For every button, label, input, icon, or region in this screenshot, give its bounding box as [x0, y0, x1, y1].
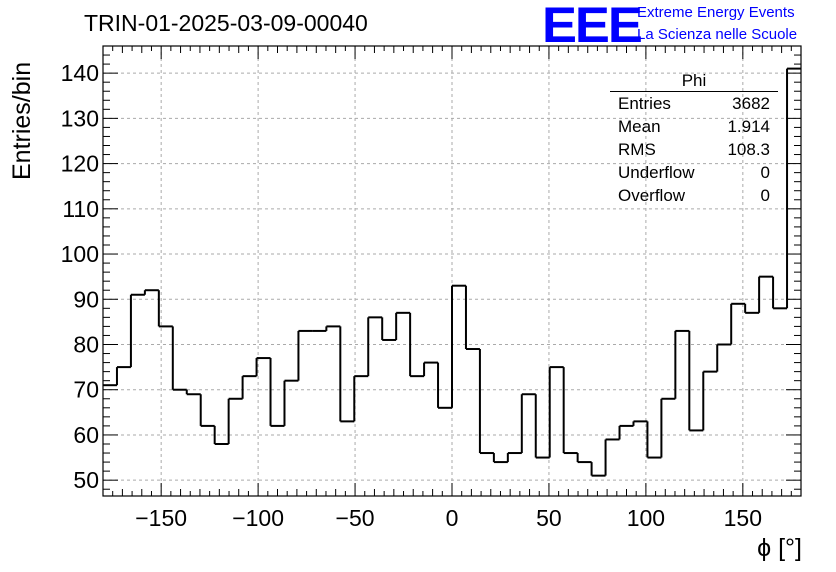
logo-line-2: La Scienza nelle Scuole	[637, 26, 798, 43]
y-tick-label: 140	[61, 60, 99, 86]
stats-value: 0	[760, 186, 770, 205]
eee-logo: EEE	[542, 0, 643, 53]
y-tick-label: 70	[73, 377, 99, 403]
histogram-series	[103, 67, 801, 477]
stats-value: 108.3	[727, 140, 770, 159]
y-tick-label: 120	[61, 151, 99, 177]
x-tick-label: 100	[627, 505, 665, 531]
y-tick-label: 50	[73, 467, 99, 493]
y-axis-label: Entries/bin	[8, 61, 36, 180]
stats-row-mean: Mean 1.914	[610, 115, 778, 138]
x-tick-label: 150	[724, 505, 762, 531]
stats-title: Phi	[610, 70, 778, 92]
y-tick-label: 110	[62, 196, 99, 222]
x-tick-label: 0	[446, 505, 459, 531]
x-tick-label: −150	[135, 505, 187, 531]
stats-row-entries: Entries 3682	[610, 92, 778, 115]
x-tick-label: −100	[232, 505, 284, 531]
logo-line-1: Extreme Energy Events	[637, 4, 795, 21]
stats-row-overflow: Overflow 0	[610, 184, 778, 207]
plot-title: TRIN-01-2025-03-09-00040	[84, 10, 368, 36]
stats-label: Entries	[618, 94, 671, 113]
y-tick-label: 60	[73, 422, 99, 448]
stats-label: Overflow	[618, 186, 686, 205]
y-tick-label: 130	[61, 105, 99, 131]
stats-label: Mean	[618, 117, 661, 136]
stats-label: Underflow	[618, 163, 695, 182]
stats-label: RMS	[618, 140, 656, 159]
stats-value: 0	[760, 163, 770, 182]
x-tick-label: 50	[536, 505, 562, 531]
stats-value: 1.914	[727, 117, 770, 136]
axis-ticks: −150 −100 −50 0 50 100 150 50 60 70 80 90 100 110 120 1…	[61, 45, 801, 531]
stats-value: 3682	[732, 94, 770, 113]
x-tick-label: −50	[336, 505, 375, 531]
stats-box: Phi Entries 3682 Mean 1.914 RMS 108.3 Un…	[610, 70, 778, 207]
y-tick-label: 80	[73, 331, 99, 357]
y-tick-label: 100	[61, 241, 99, 267]
stats-row-rms: RMS 108.3	[610, 138, 778, 161]
y-tick-label: 90	[73, 286, 99, 312]
stats-row-underflow: Underflow 0	[610, 161, 778, 184]
x-axis-label: ϕ [°]	[757, 534, 802, 562]
